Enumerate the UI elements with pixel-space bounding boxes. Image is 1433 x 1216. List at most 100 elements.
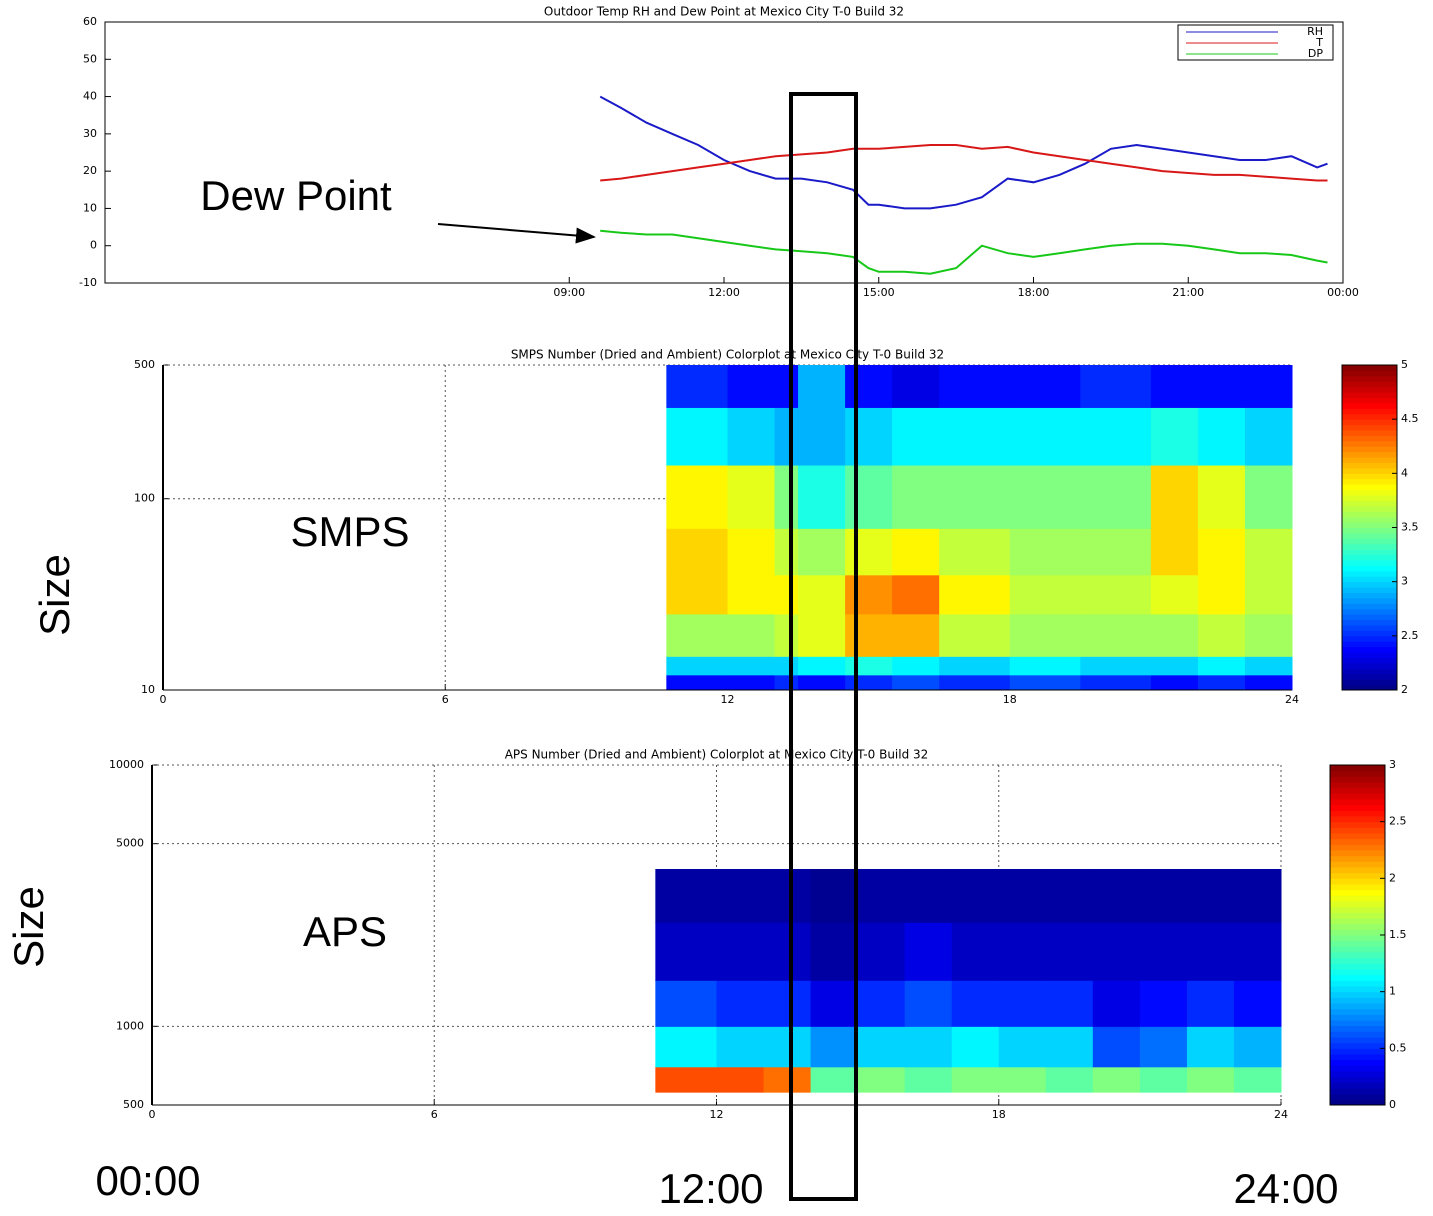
colorbar-step [1330, 799, 1385, 806]
heatmap-cell [727, 528, 776, 576]
heatmap-cell [845, 528, 893, 576]
heatmap-cell [1197, 365, 1246, 408]
heatmap-cell [1080, 465, 1152, 529]
heatmap-cell [939, 656, 1011, 676]
heatmap-cell [1045, 1066, 1094, 1093]
colorbar-step [1342, 473, 1397, 480]
heatmap-cell [892, 365, 940, 408]
heatmap-cell [1244, 674, 1293, 691]
x-tick-label: 24 [1274, 1108, 1288, 1121]
heatmap-cell [727, 465, 776, 529]
heatmap-cell [904, 1026, 953, 1068]
colorbar-step [1342, 505, 1397, 512]
colorbar-step [1342, 597, 1397, 604]
colorbar-step [1330, 1088, 1385, 1095]
heatmap-cell [939, 674, 1011, 691]
colorbar-step [1330, 872, 1385, 879]
heatmap-cell [1092, 868, 1141, 923]
colorbar-tick-label: 0.5 [1389, 1041, 1407, 1054]
chart-title: APS Number (Dried and Ambient) Colorplot… [505, 748, 929, 762]
heatmap-cell [1092, 1026, 1141, 1068]
colorbar-tick-label: 3 [1401, 575, 1408, 588]
colorbar-step [1330, 1037, 1385, 1044]
heatmap-cell [727, 574, 776, 615]
y-tick-label: 0 [90, 239, 97, 252]
colorbar-step [1330, 1003, 1385, 1010]
heatmap-cell [798, 528, 846, 576]
y-tick-label: 60 [83, 15, 97, 28]
heatmap-cell [1080, 674, 1152, 691]
y-tick-label: 20 [83, 164, 97, 177]
chart-title: SMPS Number (Dried and Ambient) Colorplo… [511, 348, 944, 362]
colorbar-step [1342, 657, 1397, 664]
colorbar-tick-label: 2 [1389, 871, 1396, 884]
heatmap-cell [1244, 656, 1293, 676]
heatmap-cell [1233, 980, 1282, 1027]
heatmap-cell [1233, 1066, 1282, 1093]
heatmap-cell [1080, 613, 1152, 657]
colorbar-step [1330, 833, 1385, 840]
colorbar-step [1342, 662, 1397, 669]
heatmap-cell [774, 613, 799, 657]
heatmap-cell [1092, 980, 1141, 1027]
colorbar-step [1342, 527, 1397, 534]
y-tick-label: 30 [83, 127, 97, 140]
heatmap-cell [1150, 407, 1199, 466]
heatmap-cell [845, 656, 893, 676]
heatmap-cell [845, 407, 893, 466]
heatmap-cell [951, 922, 1000, 981]
y-tick-label: 500 [123, 1098, 144, 1111]
y-tick-label: -10 [79, 276, 97, 289]
heatmap-cell [774, 528, 799, 576]
heatmap-cell [939, 465, 1011, 529]
heatmap-cell [951, 868, 1000, 923]
heatmap-cell [774, 465, 799, 529]
heatmap-cell [1139, 922, 1188, 981]
x-tick-label: 0 [160, 693, 167, 706]
colorbar-step [1342, 532, 1397, 539]
colorbar-step [1330, 816, 1385, 823]
colorbar-tick-label: 2.5 [1401, 629, 1419, 642]
heatmap-cell [716, 1066, 765, 1093]
heatmap-cell [655, 1026, 717, 1068]
heatmap-cell [1139, 1026, 1188, 1068]
highlight-box [789, 92, 858, 1201]
heatmap-cell [1080, 528, 1152, 576]
colorbar-tick-label: 2 [1401, 683, 1408, 696]
heatmap-cell [1186, 1026, 1235, 1068]
colorbar-step [1342, 500, 1397, 507]
colorbar-step [1330, 1093, 1385, 1100]
heatmap-cell [857, 1066, 906, 1093]
heatmap-cell [857, 922, 906, 981]
colorbar-step [1342, 614, 1397, 621]
heatmap-cell [1150, 574, 1199, 615]
heatmap-cell [655, 980, 717, 1027]
heatmap-cell [1092, 1066, 1141, 1093]
colorbar-step [1342, 576, 1397, 583]
heatmap-cell [1186, 922, 1235, 981]
heatmap-cell [1244, 365, 1293, 408]
colorbar-step [1342, 424, 1397, 431]
colorbar-step [1342, 565, 1397, 572]
heatmap-cell [845, 613, 893, 657]
heatmap-cell [1009, 365, 1081, 408]
colorbar-step [1330, 980, 1385, 987]
colorbar-tick-label: 4.5 [1401, 412, 1419, 425]
heatmap-cell [1045, 868, 1094, 923]
y-tick-label: 40 [83, 90, 97, 103]
colorbar-step [1330, 1082, 1385, 1089]
time-label: 24:00 [1233, 1165, 1338, 1212]
colorbar-tick-label: 2.5 [1389, 815, 1407, 828]
colorbar-step [1342, 646, 1397, 653]
panel-label: APS [303, 908, 387, 955]
heatmap-cell [716, 922, 765, 981]
colorbar-step [1342, 408, 1397, 415]
colorbar-step [1342, 619, 1397, 626]
colorbar-step [1330, 986, 1385, 993]
colorbar-step [1342, 375, 1397, 382]
heatmap-cell [1009, 613, 1081, 657]
heatmap-cell [1045, 1026, 1094, 1068]
colorbar-step [1342, 451, 1397, 458]
colorbar-step [1330, 974, 1385, 981]
